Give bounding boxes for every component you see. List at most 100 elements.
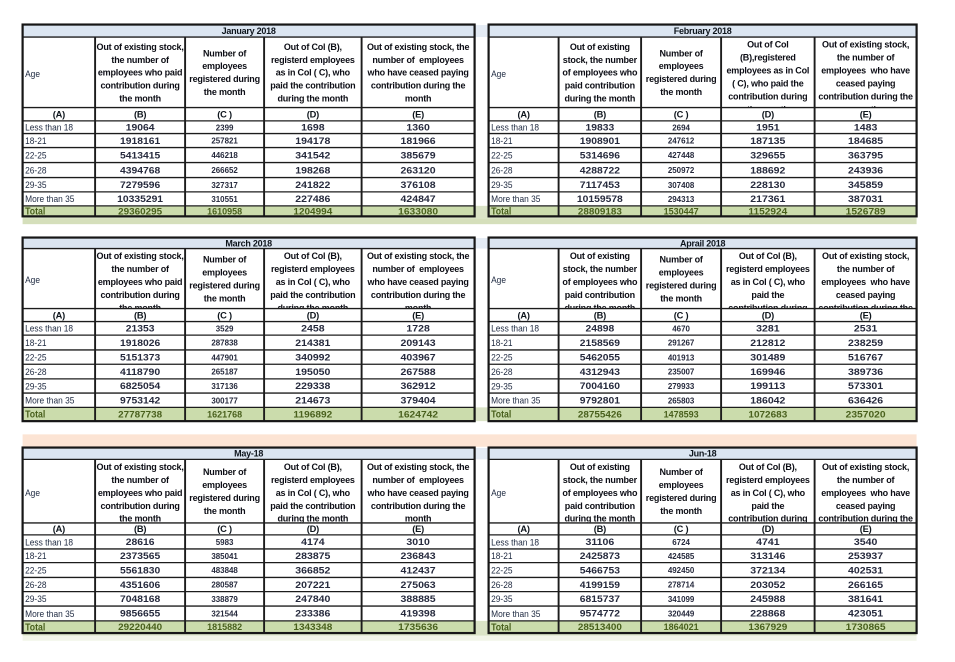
svg-text:4351606: 4351606 [120,579,160,590]
svg-text:214673: 214673 [295,395,330,406]
svg-text:29220440: 29220440 [118,622,162,632]
svg-text:as in Col ( C), who: as in Col ( C), who [276,68,351,78]
svg-text:number of employees: number of employees [372,475,464,485]
svg-text:412437: 412437 [401,564,436,575]
svg-text:employees who paid: employees who paid [98,488,182,498]
svg-text:(E): (E) [412,310,424,320]
svg-text:401913: 401913 [668,352,695,362]
svg-text:199113: 199113 [750,380,785,391]
svg-text:Out of existing stock,: Out of existing stock, [97,42,184,52]
svg-text:1698: 1698 [301,122,324,133]
svg-text:(C ): (C ) [217,524,232,534]
svg-text:329655: 329655 [750,149,785,160]
svg-text:registerd employees: registerd employees [726,475,810,485]
svg-text:(C ): (C ) [674,310,689,320]
svg-text:the number of: the number of [837,264,896,274]
svg-text:424585: 424585 [668,551,695,561]
svg-text:233386: 233386 [295,608,330,619]
svg-text:contribution during: contribution during [101,501,180,511]
svg-text:paid contribution: paid contribution [565,501,635,511]
svg-text:6825054: 6825054 [120,380,161,391]
svg-text:Jun-18: Jun-18 [689,449,717,459]
svg-text:2531: 2531 [854,323,877,334]
svg-text:Number of: Number of [659,467,703,477]
svg-text:228130: 228130 [750,179,785,190]
svg-text:Out of existing stock,: Out of existing stock, [822,462,909,472]
svg-text:(A): (A) [53,310,65,320]
svg-text:9574772: 9574772 [580,608,620,619]
svg-text:(A): (A) [517,310,529,320]
svg-text:275063: 275063 [401,579,436,590]
svg-text:ceased paying: ceased paying [836,290,895,300]
svg-text:month: month [852,104,879,114]
svg-text:paid the contribution: paid the contribution [270,290,355,300]
svg-text:3529: 3529 [216,324,234,334]
svg-text:registerd employees: registerd employees [271,264,355,274]
svg-text:1728: 1728 [406,323,429,334]
svg-text:2458: 2458 [301,323,324,334]
svg-text:424847: 424847 [401,193,436,204]
svg-text:Out of existing stock,: Out of existing stock, [822,251,909,261]
svg-text:(B): (B) [134,310,146,320]
svg-text:More than 35: More than 35 [491,608,540,619]
svg-text:188692: 188692 [750,164,785,175]
svg-text:month: month [405,94,432,104]
svg-text:contribution during: contribution during [728,91,807,101]
svg-text:169946: 169946 [750,366,785,377]
svg-text:(D): (D) [307,310,319,320]
svg-text:1478593: 1478593 [664,410,699,420]
svg-text:employees who have: employees who have [821,488,910,498]
svg-text:1530447: 1530447 [664,206,699,216]
svg-text:of employees who: of employees who [562,68,638,78]
svg-text:the month: the month [119,303,161,313]
svg-text:contribution during: contribution during [728,303,807,313]
svg-text:Out of existing: Out of existing [570,42,630,52]
svg-text:4199159: 4199159 [580,579,620,590]
svg-text:2357020: 2357020 [846,410,886,420]
svg-text:187135: 187135 [750,135,785,146]
svg-text:the month: the month [119,94,161,104]
svg-text:(C ): (C ) [217,310,232,320]
svg-text:345859: 345859 [848,179,883,190]
svg-text:227486: 227486 [295,193,330,204]
svg-text:207221: 207221 [295,579,330,590]
svg-text:employees who paid: employees who paid [98,68,182,78]
svg-text:321544: 321544 [211,609,238,619]
svg-text:who have ceased paying: who have ceased paying [367,68,469,78]
svg-text:28513400: 28513400 [578,622,622,632]
svg-text:(A): (A) [53,110,65,120]
svg-text:employees: employees [202,268,247,278]
svg-text:22-25: 22-25 [25,352,46,363]
svg-text:26-28: 26-28 [25,164,46,175]
svg-text:313146: 313146 [750,550,785,561]
svg-text:214381: 214381 [295,337,330,348]
svg-text:contribution during the: contribution during the [818,303,913,313]
svg-text:516767: 516767 [848,351,883,362]
svg-text:(D): (D) [762,310,774,320]
svg-text:Out of existing: Out of existing [570,251,630,261]
svg-text:Out of Col (B),: Out of Col (B), [739,462,797,472]
svg-text:(B),registered: (B),registered [740,53,796,63]
svg-text:1864021: 1864021 [664,622,699,632]
svg-text:228868: 228868 [750,608,785,619]
svg-text:(E): (E) [412,524,424,534]
svg-text:22-25: 22-25 [491,352,512,363]
svg-text:29-35: 29-35 [491,380,512,391]
svg-text:447901: 447901 [211,352,238,362]
svg-text:Out of Col (B),: Out of Col (B), [284,462,342,472]
svg-text:the month: the month [747,104,789,114]
svg-text:31106: 31106 [586,536,615,547]
svg-text:contribution during the: contribution during the [818,91,913,101]
svg-text:198268: 198268 [295,164,330,175]
svg-text:278714: 278714 [668,580,695,590]
svg-text:the month: the month [204,506,246,516]
svg-text:266165: 266165 [848,579,883,590]
svg-text:registered during: registered during [189,493,260,503]
svg-text:Age: Age [491,487,506,498]
svg-text:( C), who paid the: ( C), who paid the [732,79,804,89]
svg-text:317136: 317136 [211,381,238,391]
svg-text:of employees who: of employees who [562,488,638,498]
svg-text:contribution during the: contribution during the [371,290,466,300]
svg-text:of employees who: of employees who [562,277,638,287]
svg-text:492450: 492450 [668,565,695,575]
